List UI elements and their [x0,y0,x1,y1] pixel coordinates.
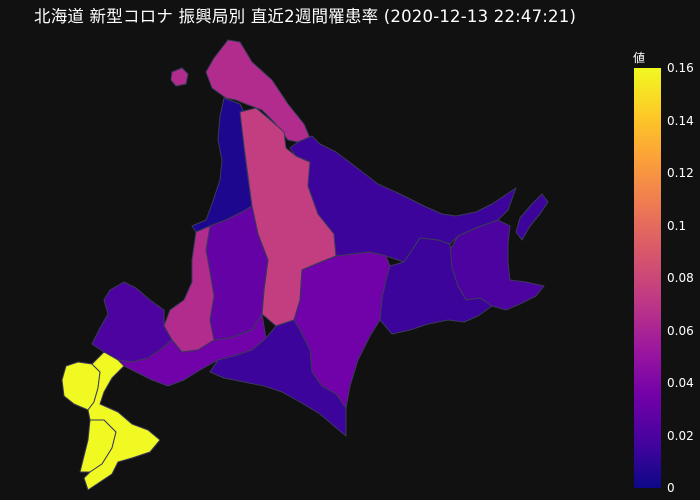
colorbar-gradient [634,68,661,488]
colorbar-tick-label: 0.08 [667,271,694,285]
region-soya-island[interactable] [170,67,189,87]
region-ishikari[interactable] [163,225,215,353]
colorbar-tick-label: 0 [667,481,675,495]
map-title: 北海道 新型コロナ 振興局別 直近2週間罹患率 (2020-12-13 22:4… [34,7,577,26]
region-soya[interactable] [205,39,311,143]
colorbar-tick-label: 0.1 [667,218,687,233]
colorbar-tick-label: 0.04 [667,376,694,390]
region-iburi[interactable] [117,313,267,387]
region-hidaka[interactable] [209,319,347,437]
region-oshima-east[interactable] [83,351,161,491]
colorbar-tick-label: 0.02 [667,428,694,443]
colorbar-tick-label: 0.12 [667,166,694,180]
region-okhotsk-peninsula[interactable] [515,193,549,241]
colorbar-tick-label: 0.14 [667,113,694,128]
colorbar-tick-label: 0.16 [667,61,694,75]
colorbar-tick-label: 0.06 [667,323,694,338]
colorbar-title: 値 [633,51,646,65]
